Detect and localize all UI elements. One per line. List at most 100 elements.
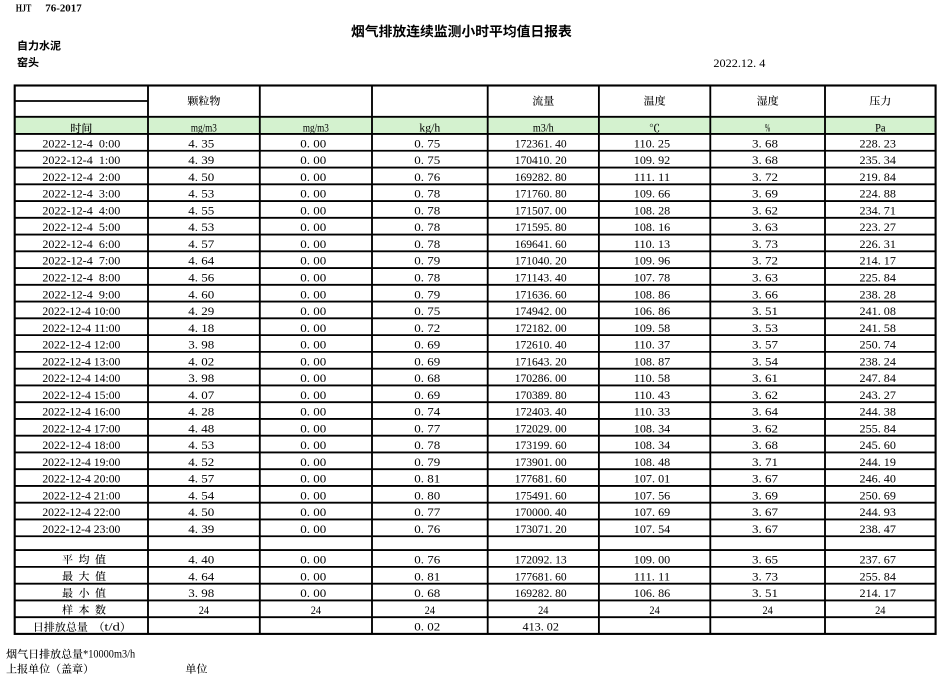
svg-text:0. 00: 0. 00 xyxy=(300,439,326,452)
svg-text:mg/m3: mg/m3 xyxy=(191,121,217,134)
svg-text:3. 57: 3. 57 xyxy=(752,339,778,352)
svg-text:169282. 80: 169282. 80 xyxy=(515,171,567,184)
svg-text:108. 16: 108. 16 xyxy=(634,221,671,234)
svg-text:224. 88: 224. 88 xyxy=(860,188,897,201)
svg-text:244. 93: 244. 93 xyxy=(860,506,897,519)
svg-text:171643. 20: 171643. 20 xyxy=(515,355,567,368)
svg-text:255. 84: 255. 84 xyxy=(860,570,897,583)
svg-text:2022-12-4 22:00: 2022-12-4 22:00 xyxy=(42,506,120,519)
svg-text:0. 00: 0. 00 xyxy=(300,389,326,402)
svg-text:110. 25: 110. 25 xyxy=(634,137,671,150)
svg-text:0. 81: 0. 81 xyxy=(414,570,440,583)
svg-text:0. 00: 0. 00 xyxy=(300,339,326,352)
svg-text:2022-12-4 11:00: 2022-12-4 11:00 xyxy=(42,322,120,335)
svg-text:107. 78: 107. 78 xyxy=(634,271,671,284)
svg-text:0. 00: 0. 00 xyxy=(300,406,326,419)
svg-text:0. 69: 0. 69 xyxy=(414,355,440,368)
svg-text:171595. 80: 171595. 80 xyxy=(515,221,567,234)
svg-text:0. 00: 0. 00 xyxy=(300,221,326,234)
svg-text:170286. 00: 170286. 00 xyxy=(515,372,567,385)
svg-text:177681. 60: 177681. 60 xyxy=(515,570,567,583)
svg-text:0. 69: 0. 69 xyxy=(414,389,440,402)
svg-text:0. 00: 0. 00 xyxy=(300,238,326,251)
svg-text:3. 73: 3. 73 xyxy=(752,238,778,251)
svg-text:108. 34: 108. 34 xyxy=(634,439,671,452)
svg-text:0. 78: 0. 78 xyxy=(414,439,440,452)
svg-text:2022-12-4 1:00: 2022-12-4 1:00 xyxy=(42,154,120,167)
svg-text:3. 73: 3. 73 xyxy=(752,570,778,583)
svg-text:3. 67: 3. 67 xyxy=(752,473,778,486)
svg-text:108. 28: 108. 28 xyxy=(634,204,671,217)
svg-text:174942. 00: 174942. 00 xyxy=(515,305,567,318)
svg-text:108. 86: 108. 86 xyxy=(634,288,671,301)
svg-text:3. 72: 3. 72 xyxy=(752,171,778,184)
svg-text:3. 53: 3. 53 xyxy=(752,322,778,335)
svg-text:170389. 80: 170389. 80 xyxy=(515,389,567,402)
svg-text:3. 98: 3. 98 xyxy=(188,587,214,600)
svg-text:3. 61: 3. 61 xyxy=(752,372,778,385)
svg-text:219. 84: 219. 84 xyxy=(860,171,897,184)
svg-text:223. 27: 223. 27 xyxy=(860,221,897,234)
svg-text:2022-12-4 16:00: 2022-12-4 16:00 xyxy=(42,406,120,419)
svg-text:172361. 40: 172361. 40 xyxy=(515,137,567,150)
svg-text:2022-12-4 18:00: 2022-12-4 18:00 xyxy=(42,439,120,452)
svg-text:3. 67: 3. 67 xyxy=(752,506,778,519)
svg-text:234. 71: 234. 71 xyxy=(860,204,897,217)
svg-text:244. 19: 244. 19 xyxy=(860,456,897,469)
svg-text:172403. 40: 172403. 40 xyxy=(515,406,567,419)
svg-text:0. 02: 0. 02 xyxy=(414,621,440,634)
svg-text:2022-12-4 3:00: 2022-12-4 3:00 xyxy=(42,188,120,201)
svg-text:0. 00: 0. 00 xyxy=(300,271,326,284)
svg-text:4. 55: 4. 55 xyxy=(188,204,214,217)
svg-text:0. 76: 0. 76 xyxy=(414,523,440,536)
svg-text:4. 57: 4. 57 xyxy=(188,473,214,486)
svg-text:170000. 40: 170000. 40 xyxy=(515,506,567,519)
svg-text:4. 54: 4. 54 xyxy=(188,489,214,502)
svg-text:110. 33: 110. 33 xyxy=(634,406,671,419)
svg-text:173071. 20: 173071. 20 xyxy=(515,523,567,536)
svg-text:4. 64: 4. 64 xyxy=(188,570,214,583)
svg-text:3. 64: 3. 64 xyxy=(752,406,778,419)
svg-text:0. 00: 0. 00 xyxy=(300,288,326,301)
svg-text:3. 68: 3. 68 xyxy=(752,154,778,167)
svg-text:%: % xyxy=(765,121,770,134)
svg-text:3. 65: 3. 65 xyxy=(752,554,778,567)
svg-text:0. 00: 0. 00 xyxy=(300,305,326,318)
svg-text:109. 66: 109. 66 xyxy=(634,188,671,201)
svg-text:110. 43: 110. 43 xyxy=(634,389,671,402)
svg-text:0. 78: 0. 78 xyxy=(414,204,440,217)
svg-text:4. 64: 4. 64 xyxy=(188,255,214,268)
svg-text:0. 68: 0. 68 xyxy=(414,372,440,385)
svg-text:m3/h: m3/h xyxy=(533,121,554,134)
svg-text:0. 75: 0. 75 xyxy=(414,137,440,150)
svg-text:2022-12-4 9:00: 2022-12-4 9:00 xyxy=(42,288,120,301)
svg-text:4. 57: 4. 57 xyxy=(188,238,214,251)
svg-text:111. 11: 111. 11 xyxy=(634,171,671,184)
svg-text:0. 00: 0. 00 xyxy=(300,422,326,435)
svg-text:4. 07: 4. 07 xyxy=(188,389,214,402)
svg-text:172029. 00: 172029. 00 xyxy=(515,422,567,435)
svg-text:108. 87: 108. 87 xyxy=(634,355,671,368)
svg-text:0. 00: 0. 00 xyxy=(300,372,326,385)
svg-text:Pa: Pa xyxy=(875,121,885,134)
svg-text:3. 63: 3. 63 xyxy=(752,221,778,234)
svg-text:3. 72: 3. 72 xyxy=(752,255,778,268)
svg-text:108. 34: 108. 34 xyxy=(634,422,671,435)
svg-text:4. 18: 4. 18 xyxy=(188,322,214,335)
svg-text:2022-12-4 0:00: 2022-12-4 0:00 xyxy=(42,137,120,150)
svg-text:225. 84: 225. 84 xyxy=(860,271,897,284)
svg-text:2022-12-4 4:00: 2022-12-4 4:00 xyxy=(42,204,120,217)
svg-text:107. 69: 107. 69 xyxy=(634,506,671,519)
svg-text:171636. 60: 171636. 60 xyxy=(515,288,567,301)
svg-text:246. 40: 246. 40 xyxy=(860,473,897,486)
svg-text:3. 62: 3. 62 xyxy=(752,422,778,435)
svg-text:226. 31: 226. 31 xyxy=(860,238,897,251)
svg-text:169282. 80: 169282. 80 xyxy=(515,587,567,600)
svg-text:172182. 00: 172182. 00 xyxy=(515,322,567,335)
svg-text:3. 63: 3. 63 xyxy=(752,271,778,284)
svg-text:250. 74: 250. 74 xyxy=(860,339,897,352)
svg-text:0. 78: 0. 78 xyxy=(414,188,440,201)
svg-text:0. 00: 0. 00 xyxy=(300,322,326,335)
svg-text:109. 96: 109. 96 xyxy=(634,255,671,268)
svg-text:0. 00: 0. 00 xyxy=(300,456,326,469)
